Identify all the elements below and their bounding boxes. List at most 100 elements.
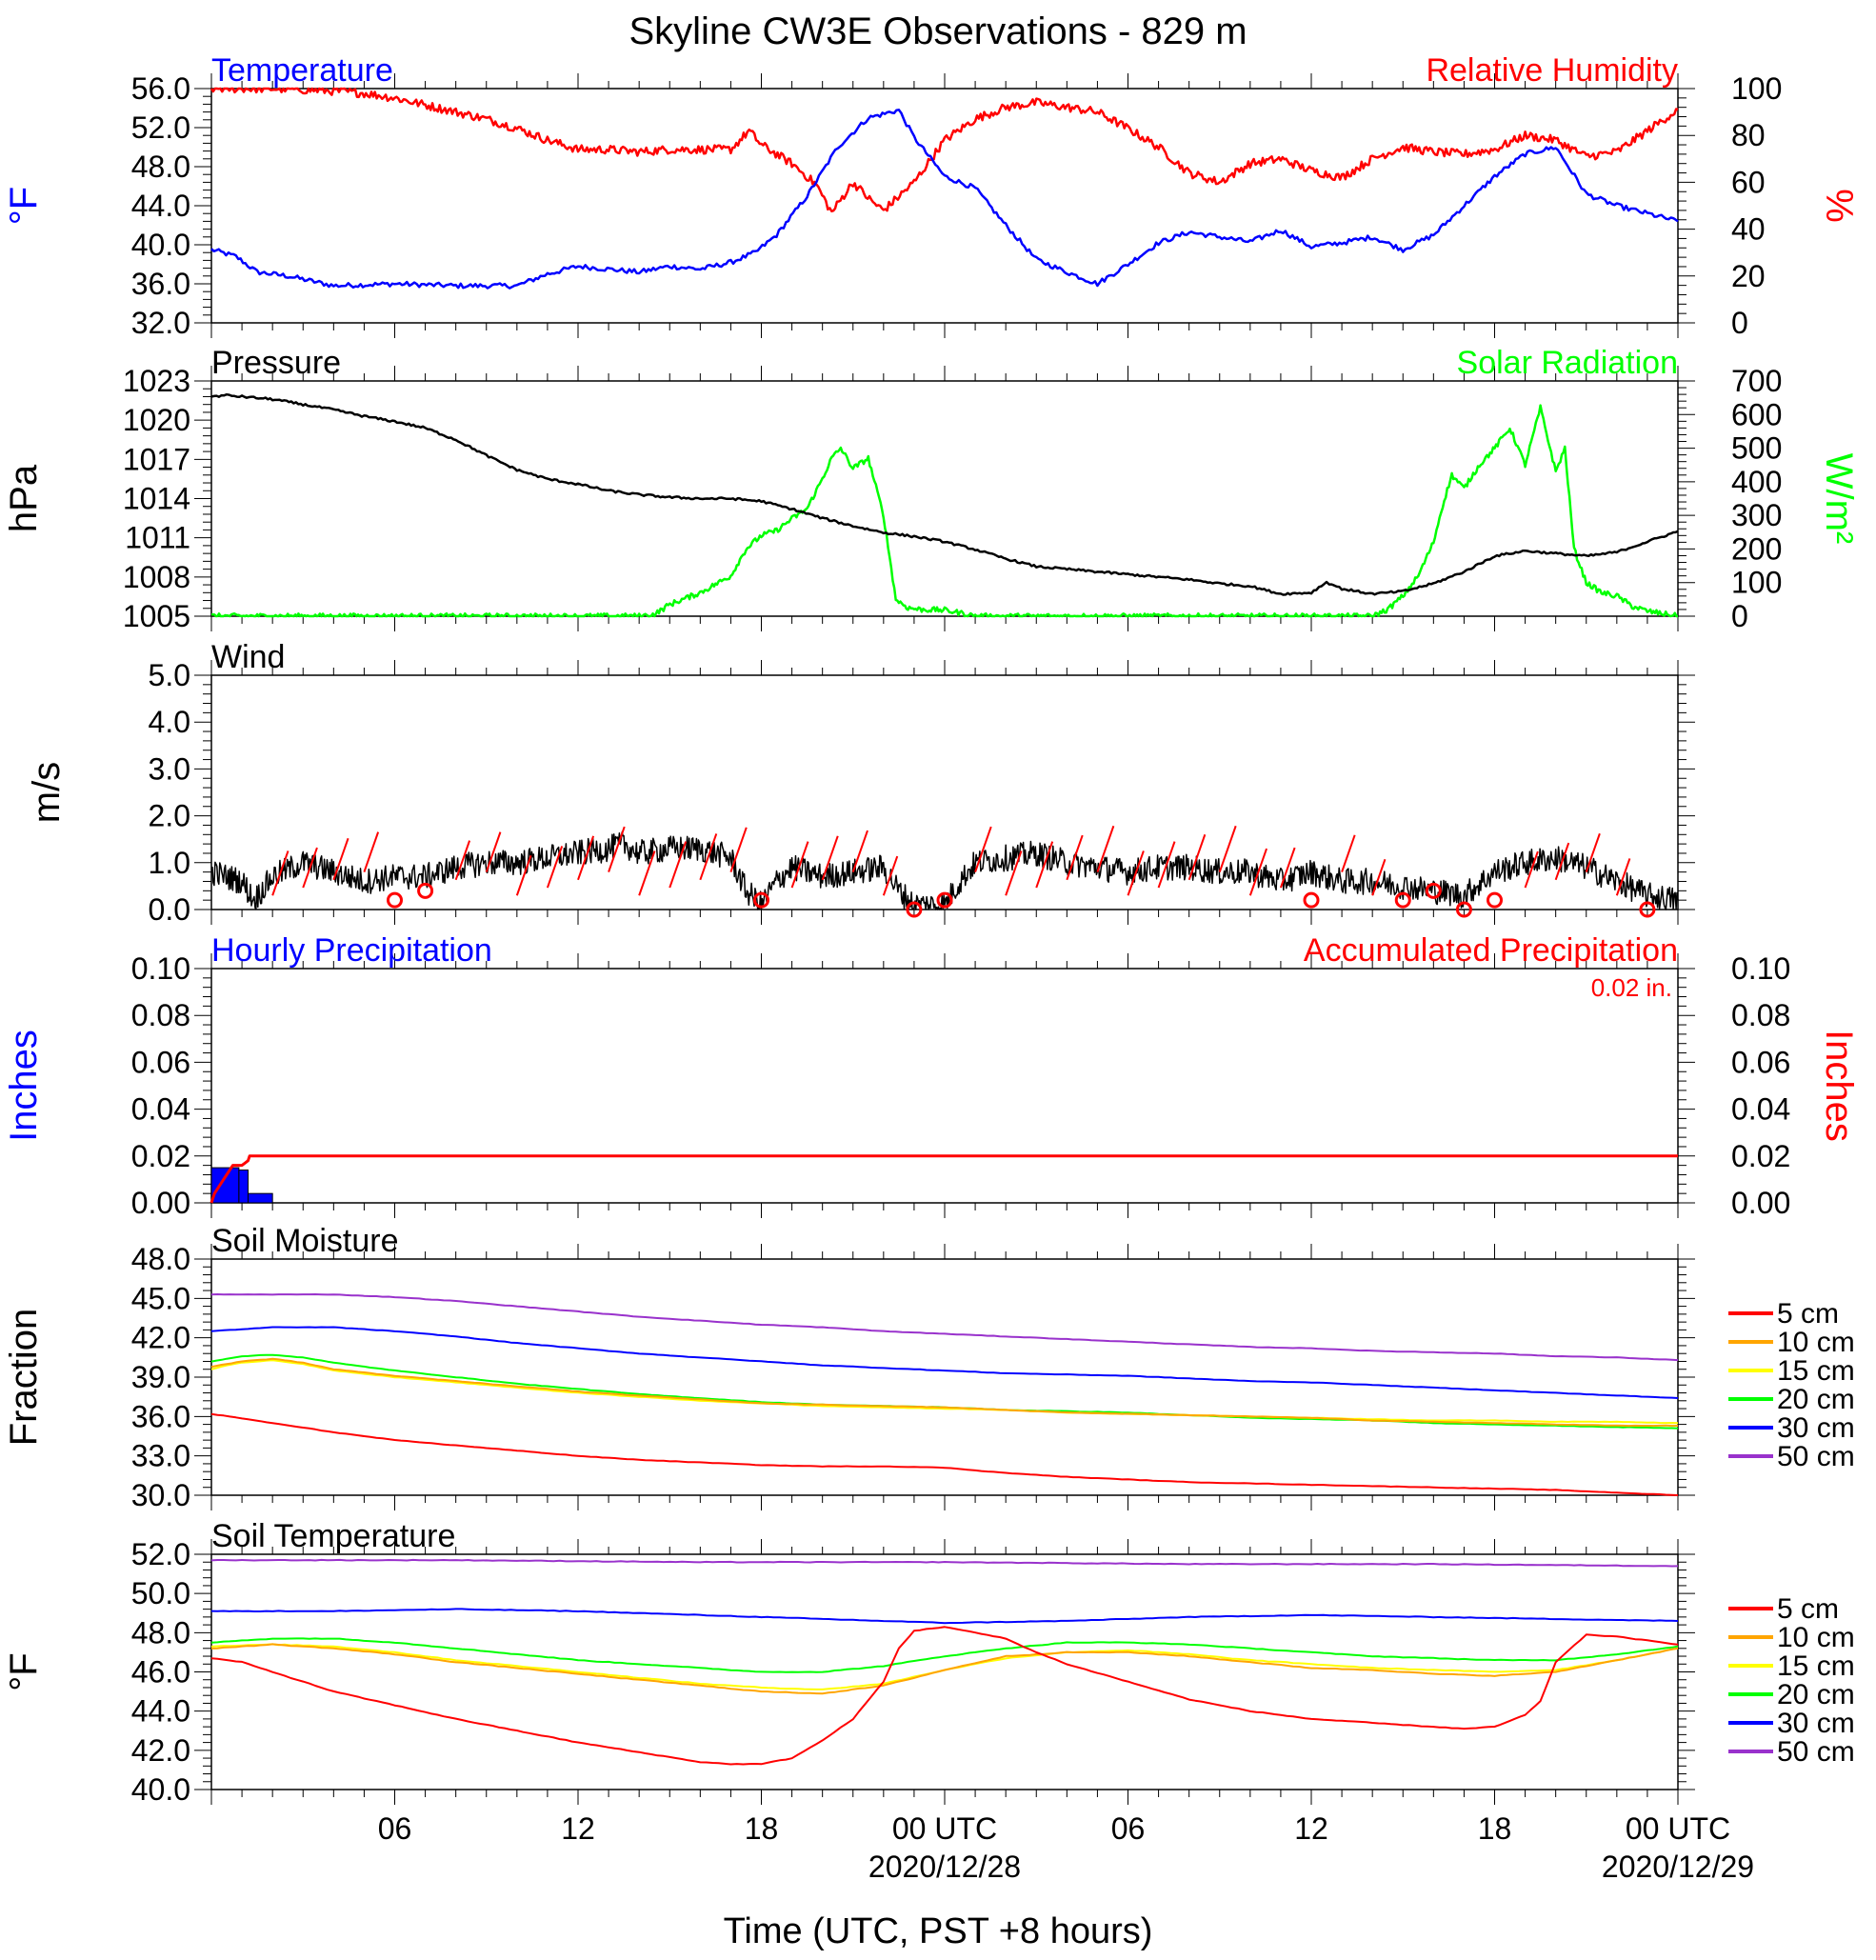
wind-barb (515, 854, 532, 896)
y-tick-label-right: 0.04 (1731, 1092, 1790, 1127)
y-tick-label: 0.02 (131, 1139, 190, 1173)
legend-label: 15 cm (1777, 1355, 1855, 1387)
wind-barb (1341, 834, 1356, 872)
wind-barb (608, 826, 626, 872)
wind-barb (1187, 833, 1207, 881)
y-tick-label: 45.0 (131, 1281, 190, 1315)
y-tick-label-right: 0.02 (1731, 1139, 1790, 1173)
panel-title-left: Temperature (211, 52, 393, 89)
y-tick-label: 40.0 (131, 228, 190, 262)
y-tick-label: 0.0 (149, 892, 190, 927)
panel-title-left: Hourly Precipitation (211, 932, 492, 969)
y-tick-label: 5.0 (149, 658, 190, 692)
wind-barb (1035, 841, 1054, 889)
y-tick-label: 52.0 (131, 1537, 190, 1571)
y-tick-label: 56.0 (131, 71, 190, 106)
panel-soil-temperature: 40.0 42.0 44.0 46.0 48.0 50.0 52.0 Soil Tempera… (3, 1518, 1855, 1807)
wind-calm-marker (1425, 882, 1442, 899)
y-tick-label: 44.0 (131, 189, 190, 223)
wind-barb (729, 827, 748, 872)
chart-title: Skyline CW3E Observations - 829 m (629, 10, 1247, 52)
wind-calm-marker (1639, 901, 1656, 918)
legend-label: 50 cm (1777, 1441, 1855, 1472)
y-tick-label-right: 0.08 (1731, 998, 1790, 1032)
y-tick-label: 48.0 (131, 150, 190, 184)
wind-calm-marker (906, 901, 923, 918)
wind-barb (1585, 832, 1601, 872)
y-tick-label-right: 20 (1731, 259, 1766, 293)
y-tick-label-right: 0 (1731, 599, 1748, 633)
x-axis: 06 12 18 00 UTC 2020/12/28 06 12 18 00 UTC 2020/1… (378, 1811, 1754, 1884)
panel-title-left: Wind (211, 639, 285, 675)
y-tick-label: 0.08 (131, 998, 190, 1032)
wind-barb (974, 826, 992, 872)
y-tick-label: 3.0 (149, 751, 190, 786)
wind-barb (1524, 850, 1539, 889)
y-tick-label: 1011 (125, 521, 190, 555)
y-tick-label: 42.0 (131, 1321, 190, 1355)
y-tick-label: 4.0 (149, 705, 190, 739)
x-tick-label: 00 UTC (1626, 1811, 1730, 1846)
y-tick-label-right: 0.10 (1731, 951, 1790, 986)
wind-barb (851, 830, 868, 872)
legend-label: 5 cm (1777, 1298, 1839, 1330)
y-axis-label-left: Fraction (3, 1309, 45, 1447)
y-tick-label-right: 80 (1731, 118, 1766, 152)
series-50cm (210, 1293, 1679, 1362)
y-axis-label-left: °F (3, 187, 45, 225)
legend-label: 30 cm (1777, 1708, 1855, 1739)
y-tick-label: 46.0 (131, 1655, 190, 1690)
y-tick-label: 0.06 (131, 1045, 190, 1079)
y-tick-label-right: 600 (1731, 397, 1782, 431)
series-5cm (210, 1626, 1679, 1766)
y-tick-label: 0.00 (131, 1186, 190, 1220)
y-tick-label-right: 0.06 (1731, 1045, 1790, 1079)
panel-pressure-solar: 1005 1008 1011 1014 1017 1020 1023 010020030040… (3, 345, 1860, 633)
wind-calm-marker (1487, 891, 1503, 909)
series-solar-radiation (211, 404, 1678, 618)
wind-barb (577, 835, 595, 881)
panels: 32.0 36.0 40.0 44.0 48.0 52.0 56.0 0 20 40 60 80 100… (3, 52, 1860, 1807)
legend-label: 10 cm (1777, 1622, 1855, 1653)
y-tick-label-right: 40 (1731, 212, 1766, 247)
wind-barb (1554, 842, 1570, 881)
hourly-precip-bar (248, 1192, 273, 1204)
hourly-precip-bar (210, 1167, 240, 1204)
y-tick-label-right: 0.00 (1731, 1186, 1790, 1220)
y-tick-label: 36.0 (131, 267, 190, 301)
y-axis-label-left: Inches (3, 1030, 45, 1142)
y-tick-label-right: 100 (1731, 566, 1782, 600)
series-50cm (210, 1558, 1679, 1568)
series-pressure (210, 392, 1679, 596)
legend-label: 10 cm (1777, 1327, 1855, 1358)
wind-barb (1096, 825, 1115, 872)
y-tick-label: 33.0 (131, 1439, 190, 1473)
panel-soil-moisture: 30.0 33.0 36.0 39.0 42.0 45.0 48.0 Soil Moistur… (3, 1223, 1855, 1512)
hourly-precip-bar (238, 1170, 249, 1204)
y-axis-label-right: Inches (1818, 1030, 1860, 1142)
wind-barb (1615, 858, 1631, 896)
panel-temperature-humidity: 32.0 36.0 40.0 44.0 48.0 52.0 56.0 0 20 40 60 80 100… (3, 52, 1860, 340)
wind-calm-marker (1303, 891, 1320, 909)
wind-barb (1371, 858, 1387, 896)
wind-barb (363, 831, 380, 872)
y-tick-label-right: 60 (1731, 165, 1766, 199)
series-accumulated-precip (210, 1154, 1678, 1204)
y-axis-label-right: % (1818, 189, 1860, 223)
wind-barb (454, 840, 471, 881)
y-axis-label-left: °F (3, 1652, 45, 1690)
y-tick-label: 1023 (123, 364, 190, 398)
y-tick-label: 1005 (123, 599, 190, 633)
x-tick-label: 06 (1111, 1811, 1146, 1846)
wind-barb (271, 850, 289, 896)
y-tick-label: 32.0 (131, 306, 190, 340)
panel-title-left: Soil Moisture (211, 1223, 399, 1259)
y-axis-label-left: hPa (3, 464, 45, 532)
y-axis-label-right: W/m² (1818, 453, 1860, 545)
y-tick-label: 42.0 (131, 1733, 190, 1768)
x-tick-label: 12 (561, 1811, 595, 1846)
series-20cm (210, 1637, 1679, 1673)
wind-barb (1279, 847, 1296, 889)
wind-barb (790, 841, 809, 889)
legend-label: 5 cm (1777, 1593, 1839, 1625)
